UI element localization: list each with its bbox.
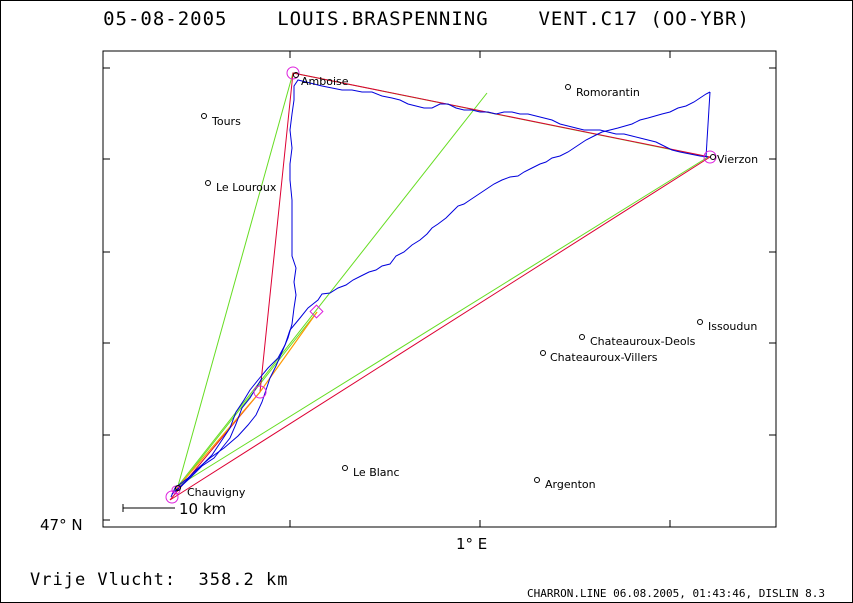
free-flight-distance: Vrije Vlucht: 358.2 km	[30, 570, 288, 590]
flight-date: 05-08-2005	[103, 8, 228, 30]
software-info: CHARRON.LINE 06.08.2005, 01:43:46, DISLI…	[526, 587, 825, 600]
town-marker	[205, 180, 211, 186]
town-label-issoudun: Issoudun	[708, 320, 757, 333]
flight-title: 05-08-2005 LOUIS.BRASPENNING VENT.C17 (O…	[0, 8, 853, 30]
latitude-label: 47° N	[40, 516, 83, 534]
gps-track	[170, 79, 711, 498]
town-marker	[565, 84, 571, 90]
distance-value: 358.2 km	[198, 570, 289, 590]
town-markers	[175, 72, 716, 491]
glider-name: VENT.C17 (OO-YBR)	[538, 8, 750, 30]
town-marker	[540, 350, 546, 356]
town-marker	[710, 154, 716, 160]
town-marker	[293, 72, 299, 78]
turnpoint-marker	[286, 66, 300, 80]
optimized-route	[169, 72, 712, 501]
town-label-vierzon: Vierzon	[717, 153, 758, 166]
axis-ticks	[103, 51, 776, 527]
town-label-chateauroux-deols: Chateauroux-Deols	[590, 335, 696, 348]
town-label-chauvigny: Chauvigny	[187, 486, 246, 499]
town-marker	[201, 113, 207, 119]
town-label-amboise: Amboise	[301, 75, 349, 88]
leg-segment	[171, 311, 318, 495]
town-label-argenton: Argenton	[545, 478, 596, 491]
plot-area	[102, 50, 777, 528]
longitude-label: 1° E	[456, 535, 487, 553]
town-marker	[175, 485, 181, 491]
turnpoints	[165, 66, 717, 504]
turnpoint-marker	[253, 385, 267, 399]
town-marker	[579, 334, 585, 340]
town-marker	[697, 319, 703, 325]
town-label-le-blanc: Le Blanc	[353, 466, 400, 479]
town-marker	[534, 477, 540, 483]
town-label-le-louroux: Le Louroux	[216, 181, 277, 194]
town-marker	[342, 465, 348, 471]
town-label-romorantin: Romorantin	[576, 86, 640, 99]
distance-label: Vrije Vlucht:	[30, 570, 177, 590]
scale-bar-label: 10 km	[179, 500, 226, 518]
town-label-tours: Tours	[211, 115, 241, 128]
town-label-chateauroux-villers: Chateauroux-Villers	[550, 351, 658, 364]
scale-bar	[122, 504, 175, 512]
turnpoint-marker	[309, 304, 324, 319]
pilot-name: LOUIS.BRASPENNING	[277, 8, 489, 30]
town-labels: Amboise Romorantin Tours Vierzon Le Lour…	[187, 75, 758, 499]
